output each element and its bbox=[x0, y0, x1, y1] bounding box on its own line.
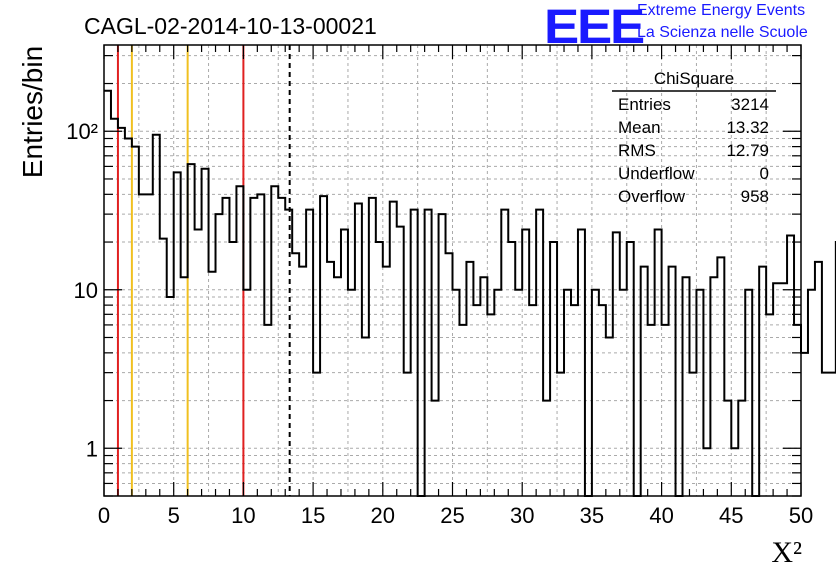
x-tick-label: 20 bbox=[371, 503, 395, 528]
stats-label: Mean bbox=[618, 118, 661, 137]
stats-box: ChiSquare Entries 3214 Mean 13.32 RMS 12.79 Un… bbox=[612, 69, 776, 206]
x-tick-label: 5 bbox=[168, 503, 180, 528]
x-tick-label: 45 bbox=[719, 503, 743, 528]
stats-label: RMS bbox=[618, 141, 656, 160]
stats-label: Underflow bbox=[618, 164, 695, 183]
y-tick-label: 10² bbox=[66, 119, 98, 144]
y-tick-label: 10 bbox=[74, 278, 98, 303]
stats-rows: Entries 3214 Mean 13.32 RMS 12.79 Underflow 0 Ov… bbox=[618, 95, 769, 206]
stats-value: 12.79 bbox=[726, 141, 769, 160]
y-axis-label: Entries/bin bbox=[17, 46, 48, 178]
axis-ticks bbox=[103, 45, 802, 497]
stats-label: Overflow bbox=[618, 187, 686, 206]
x-tick-label: 25 bbox=[440, 503, 464, 528]
x-tick-label: 10 bbox=[231, 503, 255, 528]
y-tick-labels: 1 10 10² bbox=[66, 119, 98, 461]
stats-value: 958 bbox=[741, 187, 769, 206]
x-tick-label: 50 bbox=[789, 503, 813, 528]
histogram-line bbox=[104, 89, 836, 497]
stats-label: Entries bbox=[618, 95, 671, 114]
x-tick-label: 15 bbox=[301, 503, 325, 528]
y-tick-label: 1 bbox=[86, 436, 98, 461]
logo-line-2: La Scienza nelle Scuole bbox=[637, 24, 808, 41]
stats-value: 0 bbox=[760, 164, 769, 183]
eee-logo: EEE bbox=[544, 1, 645, 54]
stats-value: 13.32 bbox=[726, 118, 769, 137]
stats-value: 3214 bbox=[731, 95, 769, 114]
x-tick-label: 35 bbox=[580, 503, 604, 528]
x-tick-label: 30 bbox=[510, 503, 534, 528]
run-title: CAGL-02-2014-10-13-00021 bbox=[84, 13, 377, 39]
logo-line-1: Extreme Energy Events bbox=[637, 2, 806, 19]
stats-title: ChiSquare bbox=[654, 69, 734, 88]
x-tick-label: 40 bbox=[649, 503, 673, 528]
x-tick-label: 0 bbox=[98, 503, 110, 528]
x-tick-labels: 0 5 10 15 20 25 30 35 40 45 50 bbox=[98, 503, 813, 528]
x-axis-label: X² bbox=[771, 536, 802, 569]
